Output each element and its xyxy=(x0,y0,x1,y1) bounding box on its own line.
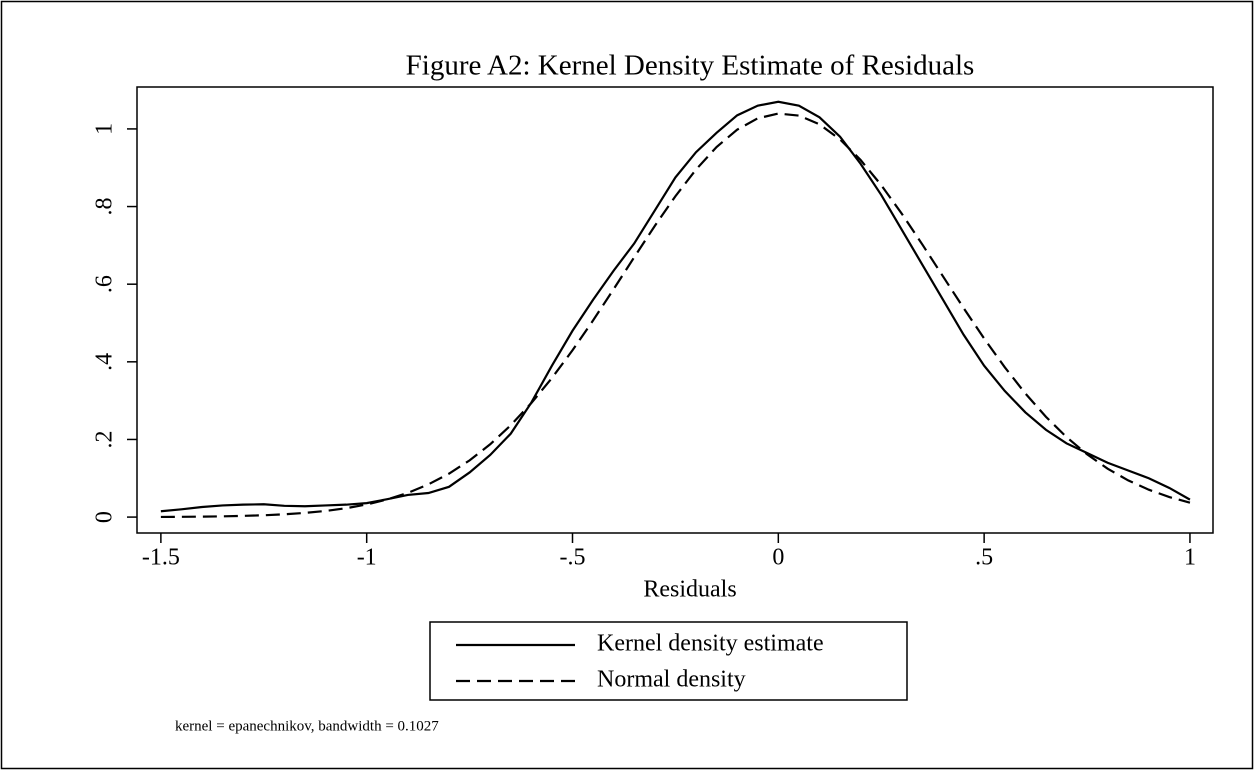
note: kernel = epanechnikov, bandwidth = 0.102… xyxy=(175,718,439,734)
series-line xyxy=(160,112,1191,519)
plot-area xyxy=(136,86,1214,534)
legend-label: Kernel density estimate xyxy=(597,631,824,657)
y-tick-label: 0 xyxy=(92,511,118,523)
y-tick-label: .8 xyxy=(92,198,118,216)
x-tick-label: .5 xyxy=(975,545,993,571)
x-tick-label: 0 xyxy=(772,545,784,571)
x-tick-label: -1 xyxy=(357,545,377,571)
series-line xyxy=(160,100,1191,513)
x-tick-label: -.5 xyxy=(560,545,586,571)
y-tick-label: 1 xyxy=(92,123,118,135)
y-tick-label: .6 xyxy=(92,275,118,293)
x-tick-label: -1.5 xyxy=(142,545,180,571)
y-tick-label: .4 xyxy=(92,353,118,371)
legend-label: Normal density xyxy=(597,667,746,693)
x-tick-label: 1 xyxy=(1184,545,1196,571)
x-axis-title: Residuals xyxy=(643,577,736,603)
chart-title: Figure A2: Kernel Density Estimate of Re… xyxy=(406,50,975,82)
legend xyxy=(429,621,908,701)
y-tick-label: .2 xyxy=(92,430,118,448)
